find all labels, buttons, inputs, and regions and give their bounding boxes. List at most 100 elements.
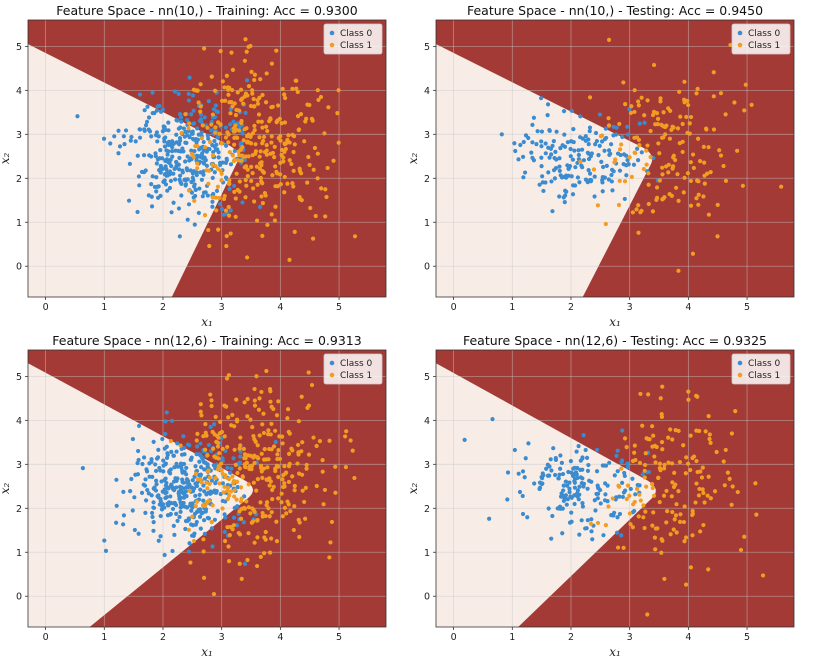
data-point — [641, 166, 646, 172]
data-point — [166, 149, 171, 154]
x-tick-label: 5 — [744, 632, 750, 643]
data-point — [178, 149, 183, 154]
data-point — [206, 442, 211, 448]
data-point — [298, 112, 304, 117]
data-point — [122, 142, 127, 147]
data-point — [173, 148, 178, 153]
y-axis-label: x₂ — [408, 483, 420, 495]
data-point — [280, 441, 285, 446]
data-point — [580, 501, 585, 506]
data-point — [246, 482, 251, 487]
data-point — [286, 451, 292, 456]
data-point — [220, 456, 225, 461]
data-point — [593, 130, 599, 136]
data-point — [286, 133, 291, 138]
data-point — [237, 446, 242, 451]
data-point — [539, 155, 544, 160]
data-point — [165, 451, 170, 456]
data-point — [537, 485, 543, 490]
data-point — [159, 479, 164, 484]
data-point — [693, 500, 698, 505]
data-point — [273, 164, 278, 169]
data-point — [545, 462, 550, 467]
data-point — [257, 154, 262, 159]
data-point — [274, 169, 279, 174]
data-point — [224, 376, 230, 381]
data-point — [132, 527, 137, 533]
data-point — [578, 114, 583, 119]
data-point — [178, 125, 183, 130]
data-point — [545, 473, 551, 478]
data-point — [327, 438, 332, 443]
data-point — [585, 486, 590, 491]
y-tick-label: 2 — [424, 174, 430, 185]
data-point — [265, 465, 270, 470]
data-point — [135, 153, 140, 158]
data-point — [226, 544, 231, 549]
data-point — [742, 108, 747, 113]
data-point — [194, 499, 199, 504]
data-point — [305, 405, 310, 410]
data-point — [677, 459, 683, 465]
data-point — [246, 132, 251, 137]
data-point — [151, 528, 156, 533]
data-point — [271, 444, 277, 449]
data-point — [314, 483, 319, 489]
data-point — [577, 180, 582, 185]
data-point — [289, 161, 294, 167]
data-point — [701, 144, 706, 149]
data-point — [580, 476, 585, 481]
data-point — [227, 178, 232, 183]
data-point — [561, 483, 566, 488]
data-point — [183, 526, 188, 532]
data-point — [198, 452, 203, 458]
data-point — [610, 188, 615, 193]
data-point — [696, 192, 701, 197]
data-point — [196, 210, 201, 216]
data-point — [322, 487, 328, 493]
data-point — [146, 115, 152, 120]
data-point — [587, 171, 593, 176]
data-point — [618, 152, 623, 158]
data-point — [621, 152, 627, 157]
data-point — [320, 469, 325, 474]
data-point — [636, 99, 641, 104]
data-point — [213, 88, 218, 93]
data-point — [642, 468, 647, 473]
data-point — [121, 522, 126, 527]
data-point — [249, 178, 254, 184]
data-point — [348, 438, 353, 443]
data-point — [641, 515, 646, 520]
data-point — [543, 151, 548, 156]
data-point — [257, 396, 262, 401]
data-point — [653, 547, 658, 552]
data-point — [238, 516, 244, 521]
data-point — [193, 187, 198, 193]
data-point — [657, 151, 662, 156]
data-point — [177, 234, 182, 239]
data-point — [186, 126, 191, 131]
data-point — [198, 441, 203, 446]
data-point — [296, 419, 301, 424]
data-point — [653, 460, 658, 465]
data-point — [227, 182, 232, 187]
data-point — [553, 472, 558, 478]
data-point — [586, 168, 591, 173]
data-point — [276, 103, 281, 108]
data-point — [217, 131, 222, 136]
data-point — [668, 532, 673, 537]
data-point — [218, 419, 223, 424]
data-point — [505, 497, 510, 502]
data-point — [165, 188, 170, 193]
data-point — [336, 88, 341, 93]
data-point — [231, 126, 236, 131]
data-point — [244, 164, 249, 169]
data-point — [155, 494, 160, 499]
axes-frame — [27, 349, 387, 628]
data-point — [262, 446, 267, 452]
data-point — [560, 471, 566, 477]
data-point — [312, 145, 318, 151]
data-point — [171, 523, 176, 528]
data-point — [643, 462, 648, 468]
data-point — [232, 494, 237, 499]
